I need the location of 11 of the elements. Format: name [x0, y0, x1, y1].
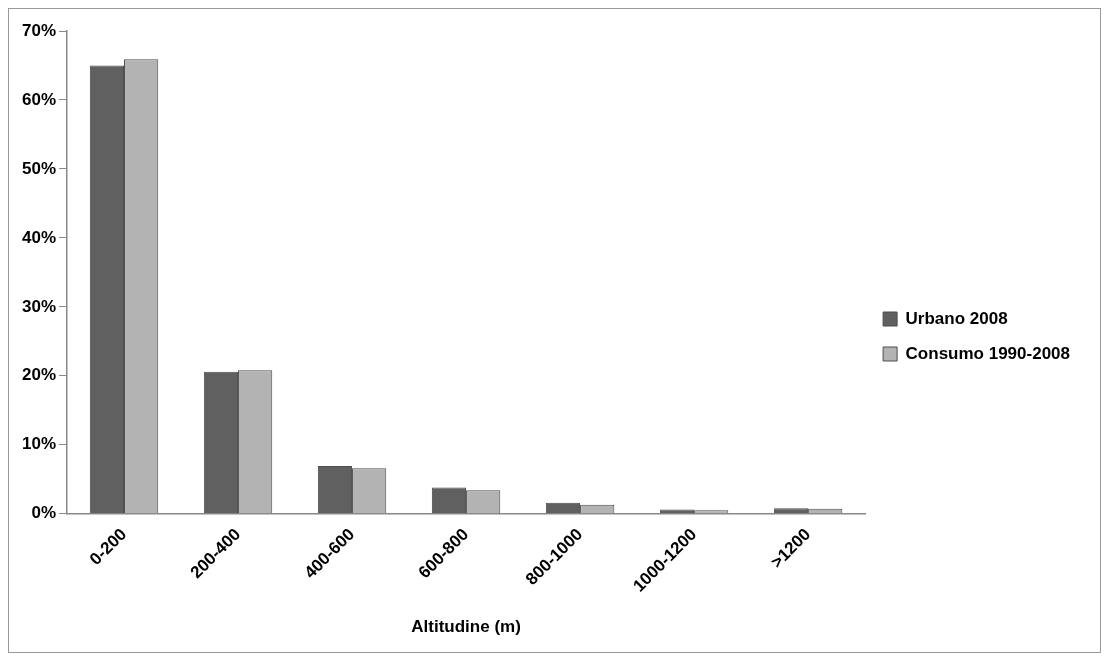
- legend-label: Consumo 1990-2008: [905, 343, 1070, 363]
- x-axis-title: Altitudine (m): [411, 617, 521, 637]
- y-tick-label: 60%: [21, 89, 57, 109]
- y-tick-label: 30%: [21, 296, 57, 316]
- y-tick-label: 0%: [31, 503, 57, 523]
- y-tick-label: 10%: [21, 434, 57, 454]
- y-tick-label: 40%: [21, 227, 57, 247]
- y-tick-label: 70%: [21, 20, 57, 40]
- y-tick-label: 50%: [21, 158, 57, 178]
- legend-label: Urbano 2008: [905, 308, 1008, 328]
- y-tick-label: 20%: [21, 365, 57, 385]
